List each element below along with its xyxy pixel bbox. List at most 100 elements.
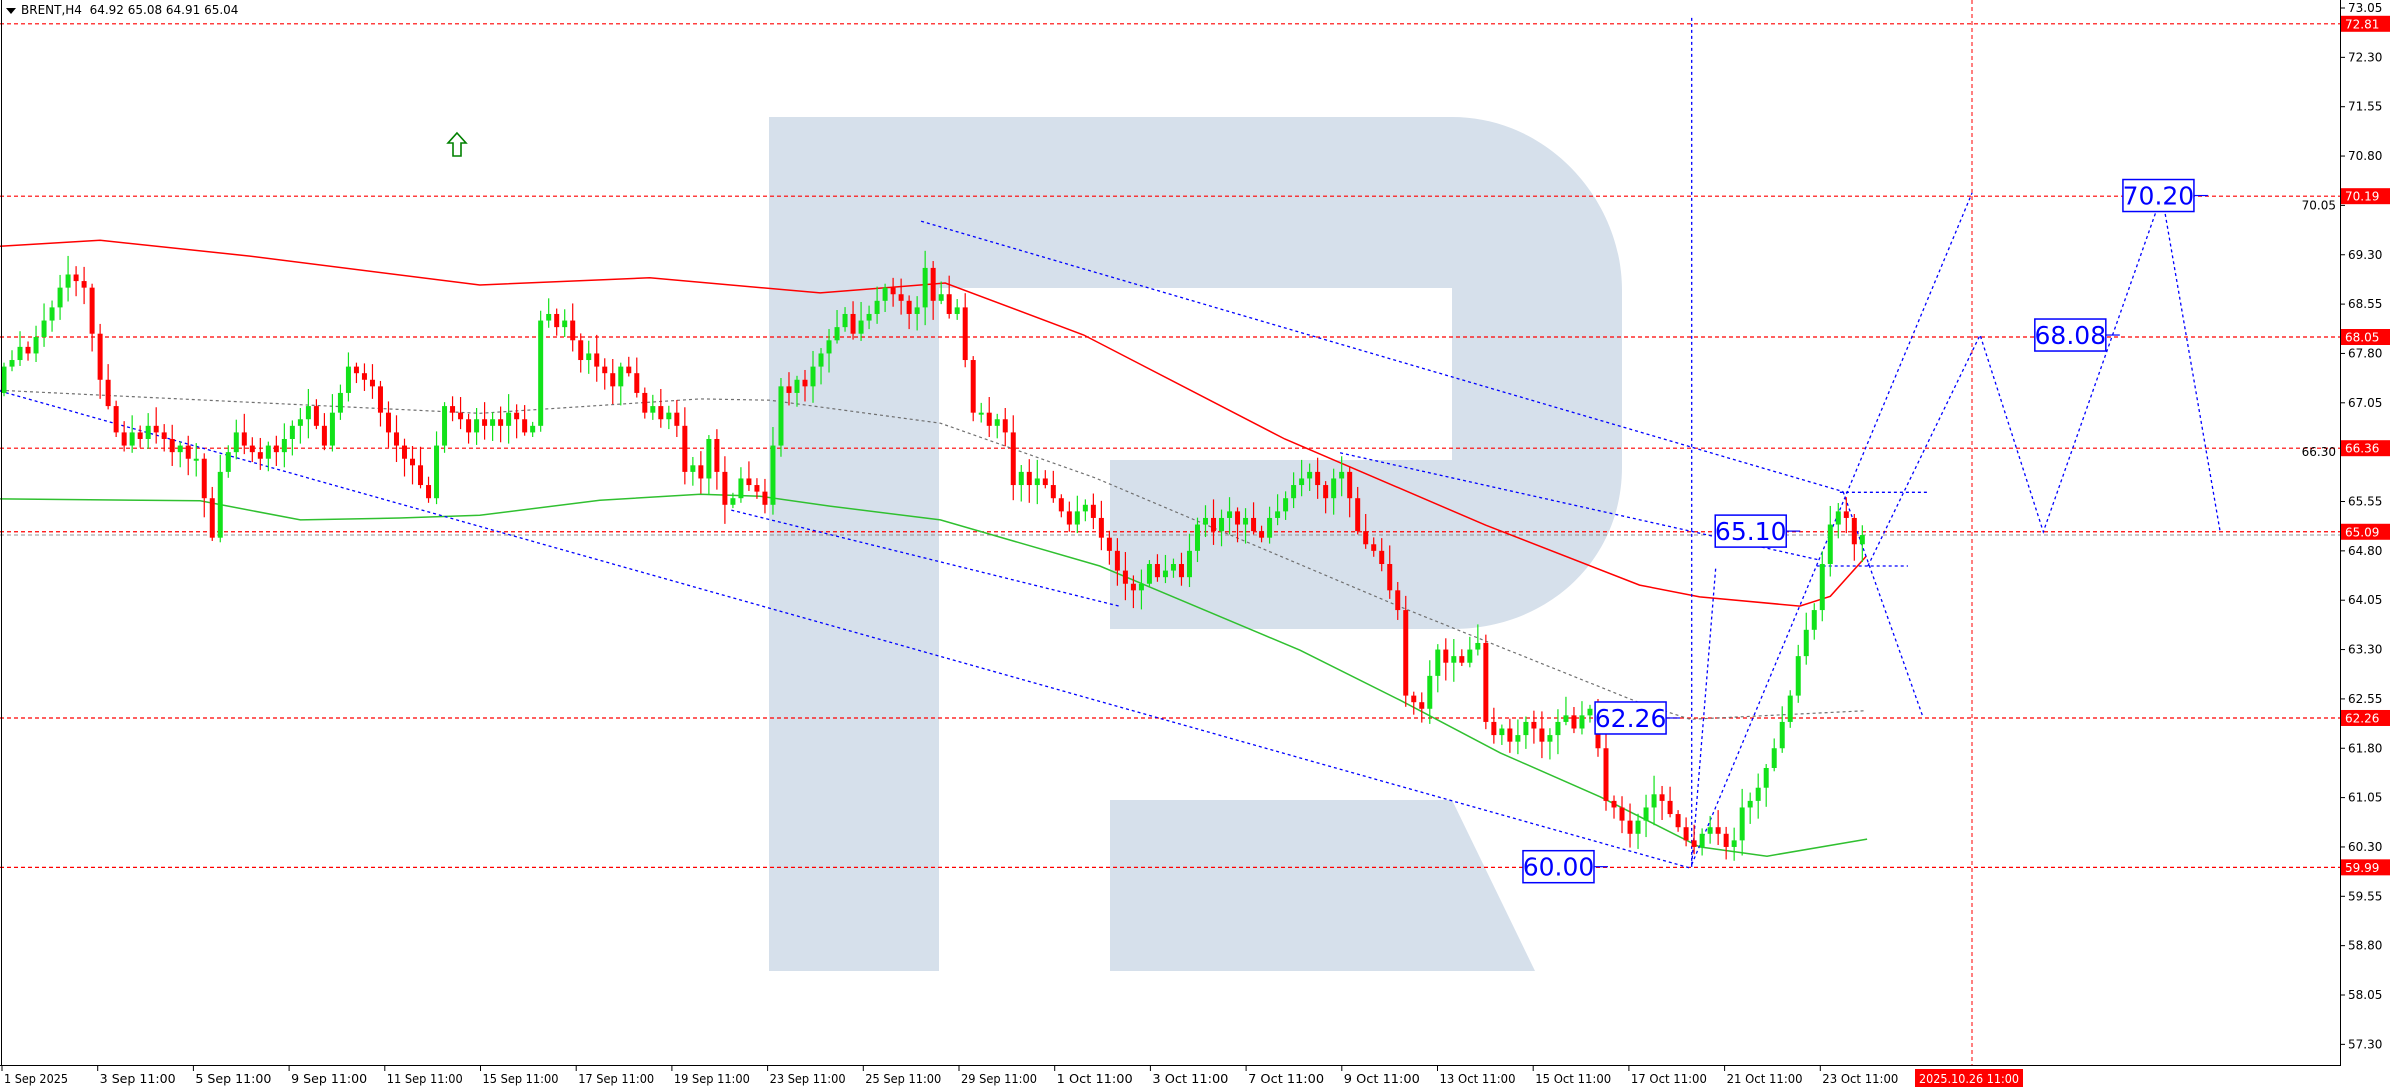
candle-body <box>1379 550 1385 565</box>
candle <box>418 446 424 489</box>
candle-body <box>762 491 768 505</box>
candle <box>233 419 239 460</box>
price-tick-label: 64.80 <box>2348 544 2382 558</box>
candle-body <box>153 425 159 433</box>
candle <box>594 334 600 382</box>
candle <box>698 451 704 494</box>
candle <box>1483 634 1489 730</box>
candle-body <box>1739 807 1745 841</box>
candle-body <box>1763 767 1769 788</box>
candle <box>642 387 648 419</box>
candle-body <box>882 287 888 301</box>
candle-body <box>722 471 728 505</box>
candle <box>1251 502 1257 535</box>
candle <box>185 435 191 476</box>
candle <box>1675 810 1681 832</box>
candle-body <box>65 274 71 288</box>
candle-body <box>1002 419 1008 433</box>
candle-body <box>193 458 199 461</box>
candle <box>1475 624 1481 656</box>
candle <box>674 399 680 438</box>
candle-body <box>1467 649 1473 663</box>
candle <box>962 293 968 368</box>
candle-body <box>385 412 391 433</box>
candle <box>1243 508 1249 544</box>
candle-body <box>1619 807 1625 821</box>
price-axis[interactable]: 73.05 72.30 71.55 70.80 70.05 69.30 68.55 67.80… <box>2302 1 2390 1051</box>
candle <box>666 405 672 430</box>
candle <box>482 402 488 440</box>
candle-body <box>466 419 472 433</box>
candle-body <box>1058 498 1064 512</box>
candle-body <box>778 386 784 446</box>
triangle-down-icon[interactable] <box>6 7 16 14</box>
candle <box>778 378 784 457</box>
candle <box>161 424 167 452</box>
candle <box>81 266 87 305</box>
candle-body <box>402 445 407 459</box>
candle <box>17 331 23 366</box>
candle-body <box>1811 610 1817 630</box>
candle <box>201 453 207 518</box>
candle <box>890 277 896 307</box>
candle-body <box>834 327 840 341</box>
candle <box>1058 494 1064 518</box>
candle-body <box>562 320 568 328</box>
candle-body <box>602 366 608 374</box>
candle <box>1723 826 1729 860</box>
time-tick-label: 15 Oct 11:00 <box>1535 1072 1611 1086</box>
candle <box>1859 525 1865 563</box>
time-tick-label: 13 Oct 11:00 <box>1440 1072 1516 1086</box>
candle <box>1491 707 1497 744</box>
price-tick-label: 68.55 <box>2348 297 2382 311</box>
candle <box>1691 824 1697 855</box>
price-tick-label: 62.55 <box>2348 692 2382 706</box>
candle <box>530 421 536 438</box>
candle <box>458 397 464 430</box>
candle <box>1707 815 1713 844</box>
candle-body <box>538 320 544 426</box>
candle-body <box>361 373 367 380</box>
candle <box>1299 459 1305 497</box>
candle-body <box>1283 498 1289 512</box>
candle <box>426 476 432 503</box>
candle-body <box>1675 814 1681 828</box>
candle <box>49 300 55 332</box>
time-tick-label: 23 Sep 11:00 <box>770 1072 846 1086</box>
candle-body <box>634 373 640 393</box>
candle <box>570 303 576 352</box>
time-axis[interactable]: 1 Sep 2025 3 Sep 11:00 5 Sep 11:00 9 Sep 11… <box>1 1066 2023 1087</box>
candle <box>514 404 520 439</box>
candle-body <box>25 346 31 354</box>
candle-body <box>265 445 271 459</box>
candle <box>1026 459 1032 503</box>
candle-body <box>522 419 528 433</box>
level-price-badge <box>2341 859 2390 876</box>
candle-body <box>257 452 263 459</box>
candle-body <box>1267 517 1273 538</box>
candle <box>706 435 712 495</box>
candle-body <box>1034 478 1040 486</box>
candle <box>1435 644 1441 693</box>
candle-body <box>273 445 279 453</box>
price-tick-label: 57.30 <box>2348 1037 2382 1051</box>
level-price-badge <box>2341 15 2390 32</box>
candle-body <box>1795 656 1801 696</box>
price-target-label: 68.08 <box>2034 318 2120 352</box>
price-target-label: 65.10 <box>1714 514 1801 548</box>
candle <box>1843 497 1849 534</box>
label-box <box>1594 701 1667 735</box>
price-tick-label: 70.05 <box>2302 198 2336 212</box>
candle <box>842 307 848 332</box>
candle <box>970 356 976 422</box>
candle <box>794 375 800 407</box>
candle <box>345 352 351 402</box>
candle <box>1211 499 1217 545</box>
candle <box>1771 738 1777 772</box>
candle-body <box>698 465 704 479</box>
candle <box>546 298 552 328</box>
candle-body <box>586 353 592 361</box>
candle-body <box>1579 715 1585 729</box>
candle-body <box>1723 833 1729 847</box>
